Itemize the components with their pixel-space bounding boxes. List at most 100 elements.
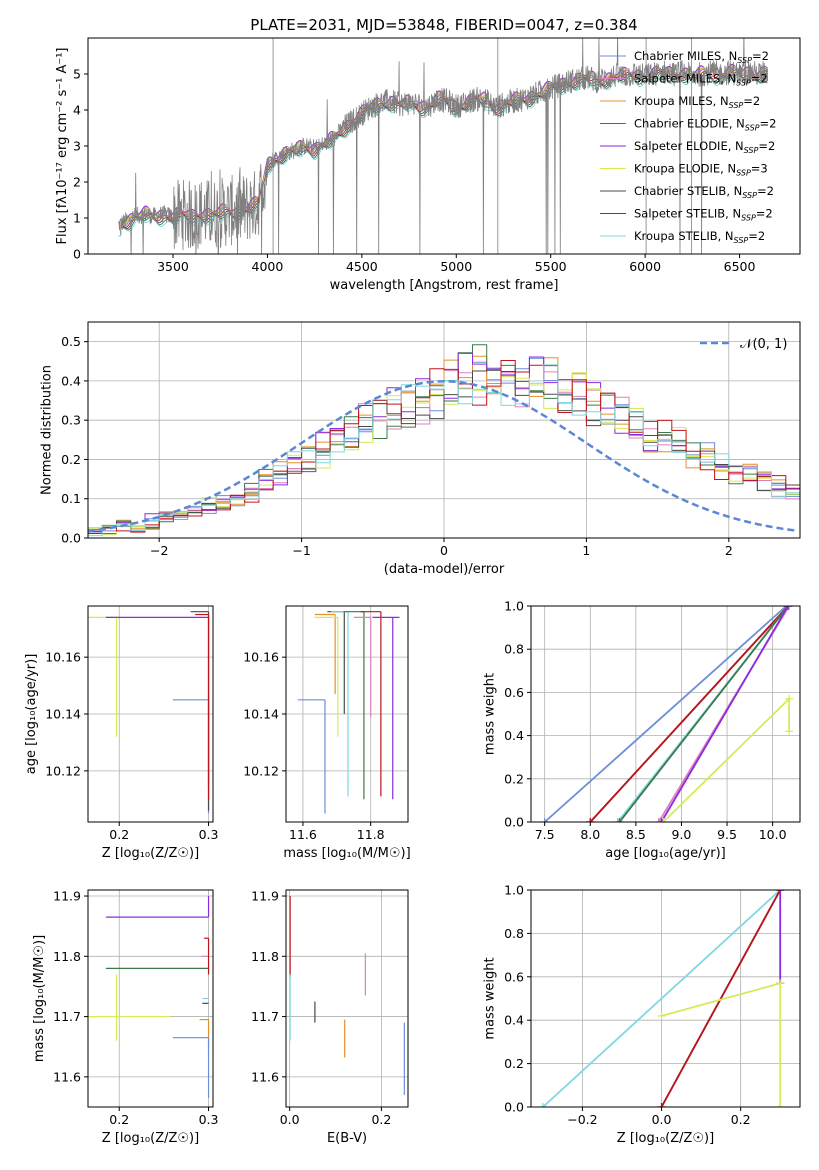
mass-weight-line (660, 890, 781, 1107)
mass-weight-marker (785, 606, 794, 610)
x-tick-label: 0.0 (280, 1112, 300, 1127)
y-axis-label: Flux [fλ10⁻¹⁷ erg cm⁻² s⁻¹ A⁻¹] (55, 48, 70, 245)
legend-entry: Chabrier ELODIE, NSSP=2 (634, 117, 776, 133)
mass-weight-marker (776, 890, 785, 894)
plot-area (118, 38, 769, 254)
x-tick-label: 6000 (629, 259, 661, 274)
legend-entry: Kroupa MILES, NSSP=2 (634, 94, 760, 110)
mass-weight-line (544, 606, 787, 822)
x-tick-label: 7.5 (535, 827, 555, 842)
y-tick-label: 2 (73, 175, 81, 190)
y-tick-label: 10.14 (45, 707, 81, 722)
y-tick-label: 0.1 (61, 491, 81, 506)
legend-entry: 𝒩(0, 1) (740, 337, 787, 352)
mass-weight-marker (657, 818, 666, 822)
x-axis-label: wavelength [Angstrom, rest frame] (330, 278, 559, 293)
x-axis-label: Z [log₁₀(Z/Z☉)] (102, 1131, 199, 1146)
axes-frame (285, 889, 409, 1108)
y-tick-label: 10.12 (243, 763, 279, 778)
x-axis-label: Z [log₁₀(Z/Z☉)] (102, 846, 199, 861)
normal-curve (88, 380, 798, 533)
plot-area (289, 896, 405, 1095)
histogram-series (88, 369, 800, 533)
x-tick-label: 4500 (346, 259, 378, 274)
mass-weight-marker (784, 606, 793, 610)
y-tick-label: 11.9 (53, 889, 81, 904)
y-tick-label: 0.0 (504, 1100, 524, 1115)
axes-age_vs_Z: 0.2 0.3 10.12 10.14 10.16 Z [log₁₀(Z/Z☉)] age … (24, 605, 219, 861)
mass-weight-marker (785, 694, 794, 703)
mass-weight-line (662, 696, 790, 822)
y-tick-label: 0.0 (504, 815, 524, 830)
y-tick-label: 0.8 (504, 926, 524, 941)
x-tick-label: 10.0 (759, 827, 787, 842)
x-tick-label: 0.2 (109, 827, 129, 842)
x-tick-label: 11.8 (357, 827, 385, 842)
legend-entry: Salpeter MILES, NSSP=2 (634, 72, 768, 88)
y-axis-label: mass weight (483, 957, 498, 1039)
y-axis-label: mass [log₁₀(M/M☉)] (32, 935, 47, 1062)
axes-mass_vs_Z: 0.2 0.3 11.6 11.7 11.8 11.9 Z [log₁₀(Z/Z☉)] mas… (32, 889, 219, 1146)
x-tick-label: 0.0 (652, 1112, 672, 1127)
y-tick-label: 10.16 (243, 650, 279, 665)
x-tick-label: 2 (725, 543, 733, 558)
x-tick-label: 9.5 (717, 827, 737, 842)
mass-weight-marker (654, 818, 663, 822)
legend-entry: Salpeter STELIB, NSSP=2 (634, 207, 773, 223)
mass-weight-line (660, 606, 789, 822)
y-tick-label: 11.9 (251, 889, 279, 904)
legend-entry: Kroupa ELODIE, NSSP=3 (634, 162, 768, 178)
axes-residuals: 𝒩(0, 1) −2 −1 0 1 2 0.0 0.1 0.2 0.3 0.4 0.5 (data-mo… (40, 321, 801, 577)
legend-entry: Kroupa STELIB, NSSP=2 (634, 229, 765, 245)
mass-weight-line (542, 890, 781, 1107)
x-tick-label: −1 (292, 543, 310, 558)
x-tick-label: 0.2 (731, 1112, 751, 1127)
mass-weight-line (618, 606, 789, 822)
histogram-series (88, 360, 800, 534)
x-tick-label: −0.2 (567, 1112, 597, 1127)
y-tick-label: 0.2 (504, 771, 524, 786)
x-tick-label: 1 (582, 543, 590, 558)
y-tick-label: 0 (73, 247, 81, 262)
y-axis-label: age [log₁₀(age/yr)] (24, 654, 39, 775)
axes-mass_vs_ebv: 0.0 0.2 11.6 11.7 11.8 11.9 E(B-V) (251, 889, 409, 1146)
y-tick-label: 0.2 (61, 452, 81, 467)
mass-weight-marker (657, 1103, 666, 1107)
y-tick-label: 0.2 (504, 1056, 524, 1071)
y-tick-label: 10.12 (45, 763, 81, 778)
y-tick-label: 0.8 (504, 642, 524, 657)
mass-weight-marker (540, 818, 549, 822)
mass-weight-marker (776, 1103, 785, 1107)
x-tick-label: 8.0 (580, 827, 600, 842)
plot-area (88, 611, 210, 814)
x-tick-label: 9.0 (672, 827, 692, 842)
y-tick-label: 4 (73, 103, 81, 118)
x-tick-label: 0.3 (199, 827, 219, 842)
y-tick-label: 1 (73, 211, 81, 226)
x-tick-label: 4000 (252, 259, 284, 274)
y-tick-label: 0.4 (504, 728, 524, 743)
mass-weight-marker (615, 818, 624, 822)
y-tick-label: 11.6 (251, 1069, 279, 1084)
y-tick-label: 0.4 (504, 1013, 524, 1028)
y-tick-label: 1.0 (504, 599, 524, 614)
y-tick-label: 10.14 (243, 707, 279, 722)
x-tick-label: 0.3 (199, 1112, 219, 1127)
x-axis-label: age [log₁₀(age/yr)] (605, 846, 726, 861)
plot-area (297, 611, 400, 814)
axes-frame (530, 889, 801, 1108)
plot-area (88, 344, 800, 537)
y-tick-label: 11.6 (53, 1069, 81, 1084)
x-axis-label: mass [log₁₀(M/M☉)] (283, 846, 410, 861)
axes-age_vs_mass: 11.6 11.8 10.12 10.14 10.16 mass [log₁₀(M/M☉)… (243, 605, 411, 861)
legend: Chabrier MILES, NSSP=2 Salpeter MILES, NS… (600, 49, 776, 245)
legend-entry: Chabrier STELIB, NSSP=2 (634, 184, 774, 200)
axes-frame (87, 889, 214, 1108)
x-tick-label: 8.5 (626, 827, 646, 842)
axes-spectrum: Chabrier MILES, NSSP=2 Salpeter MILES, NS… (55, 16, 801, 293)
y-tick-label: 11.8 (251, 949, 279, 964)
y-tick-label: 0.0 (61, 531, 81, 546)
x-tick-label: −2 (150, 543, 168, 558)
x-tick-label: 0 (440, 543, 448, 558)
